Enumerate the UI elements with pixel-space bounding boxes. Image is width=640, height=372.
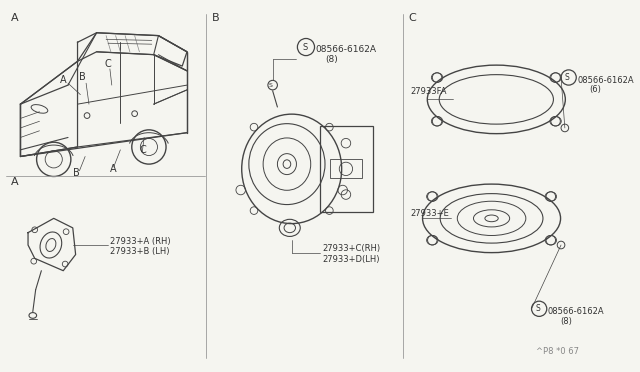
- Text: 27933+C(RH): 27933+C(RH): [322, 244, 380, 253]
- Text: (6): (6): [589, 85, 602, 94]
- Text: 08566-6162A: 08566-6162A: [316, 45, 376, 54]
- Text: S: S: [565, 73, 570, 82]
- Text: A: A: [11, 177, 19, 187]
- Text: C: C: [409, 13, 417, 23]
- Text: (8): (8): [560, 317, 572, 326]
- Bar: [330, 159, 362, 179]
- Text: A: A: [11, 13, 19, 23]
- Text: C: C: [140, 145, 146, 155]
- Text: S: S: [302, 42, 307, 52]
- Text: (8): (8): [325, 55, 338, 64]
- Text: 27933FA: 27933FA: [411, 87, 447, 96]
- Text: 08566-6162A: 08566-6162A: [548, 307, 604, 316]
- Text: B: B: [79, 73, 86, 83]
- Text: S: S: [269, 83, 273, 88]
- Text: 27933+D(LH): 27933+D(LH): [322, 255, 380, 264]
- Text: B: B: [73, 168, 79, 178]
- Text: C: C: [104, 59, 111, 69]
- Text: 27933+E: 27933+E: [411, 209, 449, 218]
- Text: A: A: [60, 76, 67, 85]
- Text: A: A: [110, 164, 116, 174]
- Text: ^P8 *0 67: ^P8 *0 67: [536, 347, 579, 356]
- Text: B: B: [212, 13, 220, 23]
- Text: 27933+B (LH): 27933+B (LH): [110, 247, 170, 256]
- Bar: [320, 126, 372, 212]
- Text: 08566-6162A: 08566-6162A: [577, 76, 634, 85]
- Text: 27933+A (RH): 27933+A (RH): [110, 237, 170, 246]
- Text: S: S: [535, 304, 540, 313]
